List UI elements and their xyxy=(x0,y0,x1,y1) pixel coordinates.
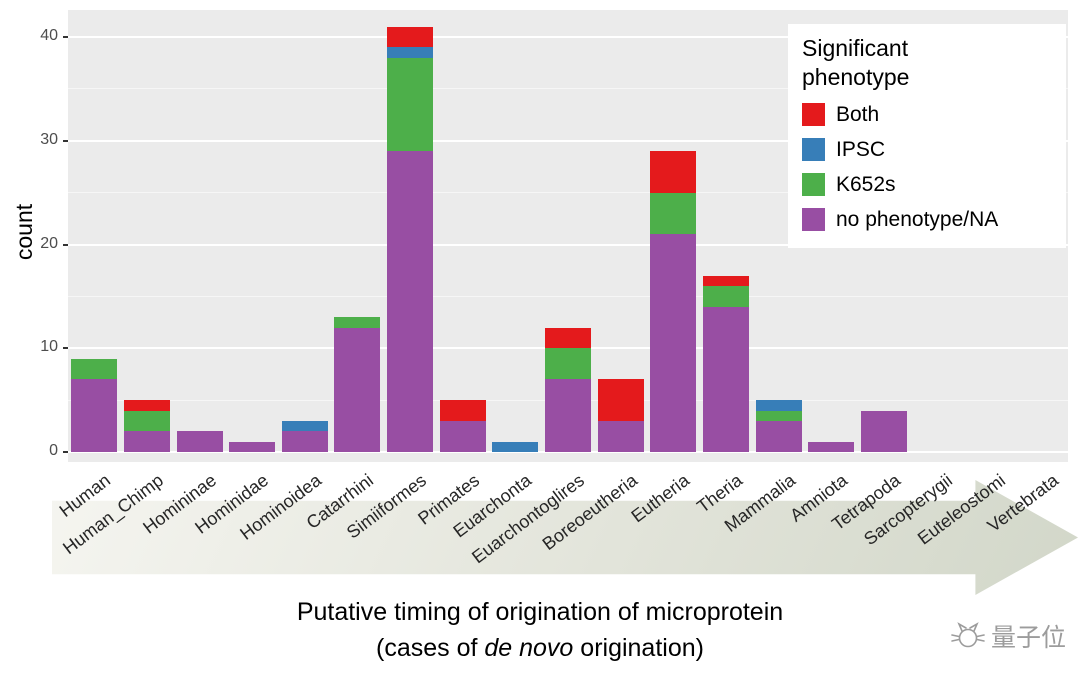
legend: Significant phenotype Both IPSC K652s no ph… xyxy=(788,24,1066,248)
bar-segment xyxy=(387,47,434,58)
bar-segment xyxy=(650,234,697,452)
y-tick-label: 0 xyxy=(49,442,58,459)
y-tick-mark xyxy=(63,36,68,38)
bar-segment xyxy=(176,431,223,452)
y-tick-label: 10 xyxy=(40,338,58,356)
gridline-major xyxy=(68,36,1068,38)
bar-segment xyxy=(439,420,486,452)
legend-items: Both IPSC K652s no phenotype/NA xyxy=(802,103,1052,232)
legend-label: IPSC xyxy=(836,137,886,161)
x-axis-caption-line2: (cases of de novo origination) xyxy=(0,630,1080,666)
caption-italic-de-novo: de novo xyxy=(484,634,574,663)
bar-segment xyxy=(755,420,802,452)
legend-swatch xyxy=(802,208,825,231)
y-tick-mark xyxy=(63,139,68,142)
bar-segment xyxy=(492,441,539,452)
y-axis-title: count xyxy=(10,203,37,261)
gridline-minor xyxy=(68,295,1068,297)
caption-suffix: origination) xyxy=(573,634,704,663)
bar-segment xyxy=(702,306,749,452)
y-tick-mark xyxy=(63,451,68,453)
legend-label: Both xyxy=(836,102,880,126)
y-tick-label: 30 xyxy=(40,130,58,148)
bar-segment xyxy=(439,400,486,421)
gridline-major xyxy=(68,451,1068,453)
legend-item: IPSC xyxy=(802,138,1052,162)
watermark-text: 量子位 xyxy=(990,624,1066,652)
legend-item: no phenotype/NA xyxy=(802,208,1052,232)
bar-segment xyxy=(545,327,591,349)
legend-label: no phenotype/NA xyxy=(836,207,999,231)
bar-segment xyxy=(808,441,855,452)
y-tick-label: 40 xyxy=(40,27,58,44)
bar-segment xyxy=(597,379,644,421)
bar-segment xyxy=(71,358,118,380)
bar-segment xyxy=(702,286,749,307)
y-tick-mark xyxy=(63,347,68,350)
legend-swatch xyxy=(802,103,825,126)
bar-segment xyxy=(229,441,276,452)
legend-item: Both xyxy=(802,103,1052,127)
bar-segment xyxy=(387,151,434,452)
bar-segment xyxy=(387,26,434,48)
bar-segment xyxy=(755,400,802,411)
bar-segment xyxy=(860,410,907,452)
bar-segment xyxy=(71,379,118,452)
y-tick-mark xyxy=(63,243,68,246)
bar-segment xyxy=(123,400,170,411)
bar-segment xyxy=(702,275,749,286)
gridline-minor xyxy=(68,88,1068,90)
legend-label: K652s xyxy=(836,172,896,196)
legend-swatch xyxy=(802,138,825,161)
bar-segment xyxy=(545,379,591,452)
legend-swatch xyxy=(802,173,825,196)
gridline-minor xyxy=(68,192,1068,194)
bar-segment xyxy=(281,431,328,452)
bar-segment xyxy=(334,317,381,328)
qbitai-watermark: 量子位 xyxy=(951,618,1066,654)
bar-segment xyxy=(387,57,434,152)
bar-segment xyxy=(123,410,170,432)
x-axis-caption-line1: Putative timing of origination of microp… xyxy=(296,598,784,626)
gridline-major xyxy=(68,243,1068,246)
bar-segment xyxy=(597,420,644,452)
gridline-major xyxy=(68,139,1068,142)
cat-logo-icon xyxy=(951,622,985,648)
bar-segment xyxy=(123,431,170,452)
bar-segment xyxy=(650,151,697,193)
bar-segment xyxy=(281,420,328,432)
x-axis-caption: Putative timing of origination of microp… xyxy=(0,594,1080,667)
bar-segment xyxy=(334,327,381,452)
y-tick-label: 20 xyxy=(40,234,58,252)
bar-segment xyxy=(650,192,697,235)
bar-segment xyxy=(545,348,591,380)
legend-title: Significant phenotype xyxy=(802,35,910,90)
legend-item: K652s xyxy=(802,173,1052,197)
bar-segment xyxy=(755,410,802,421)
caption-prefix: (cases of xyxy=(376,634,485,663)
